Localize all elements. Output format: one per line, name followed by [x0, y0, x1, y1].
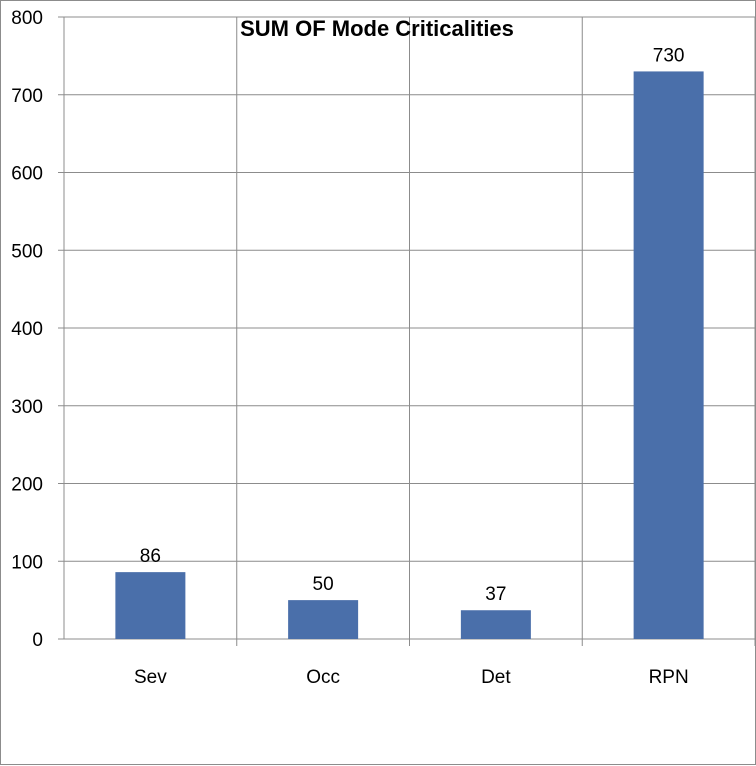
data-label-rpn: 730 — [653, 45, 685, 66]
bars — [115, 71, 704, 640]
y-tick-label: 400 — [11, 319, 43, 340]
bar-det — [460, 610, 531, 639]
y-tick-label: 800 — [11, 8, 43, 29]
chart-title: SUM OF Mode Criticalities — [240, 16, 514, 41]
y-tick-label: 700 — [11, 86, 43, 107]
bar-sev — [115, 572, 186, 639]
y-tick-label: 200 — [11, 475, 43, 496]
category-label-occ: Occ — [306, 667, 340, 688]
data-label-det: 37 — [485, 584, 506, 605]
y-tick-label: 600 — [11, 164, 43, 185]
x-axis-categories: Sev Occ Det RPN — [134, 667, 689, 688]
bar-occ — [288, 600, 359, 639]
y-tick-label: 300 — [11, 397, 43, 418]
y-tick-label: 100 — [11, 552, 43, 573]
bar-rpn — [633, 71, 704, 640]
category-label-det: Det — [481, 667, 511, 688]
y-tick-label: 500 — [11, 241, 43, 262]
y-axis-ticks: 0 100 200 300 400 500 600 700 800 — [11, 8, 43, 651]
category-label-sev: Sev — [134, 667, 167, 688]
category-label-rpn: RPN — [649, 667, 689, 688]
data-label-occ: 50 — [313, 574, 334, 595]
data-labels: 86 50 37 730 — [140, 45, 685, 605]
y-tick-label: 0 — [32, 630, 43, 651]
data-label-sev: 86 — [140, 546, 161, 567]
